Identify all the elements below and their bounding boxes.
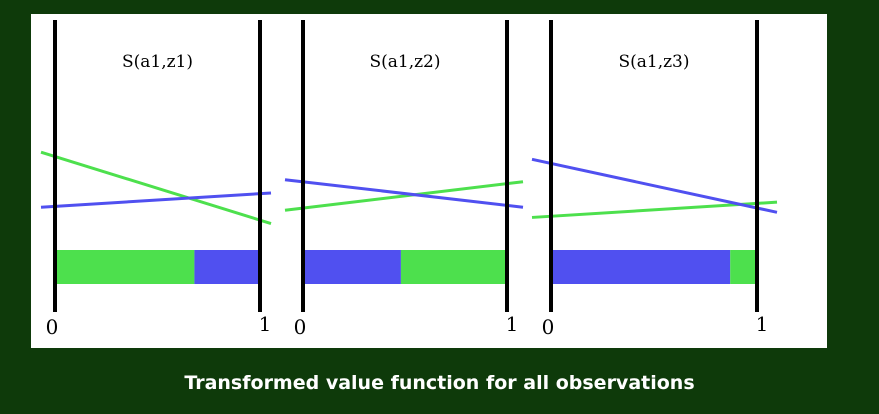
- diagram-2-tick-right: 1: [506, 312, 519, 336]
- diagram-2-blue-value-line: [284, 178, 524, 209]
- diagram-1-tick-right: 1: [259, 312, 272, 336]
- diagram-1-green-value-line: [40, 150, 272, 225]
- figure-caption: Transformed value function for all obser…: [184, 372, 695, 394]
- diagram-1-blue-value-line: [40, 191, 272, 209]
- value-function-diagrams: S(a1,z1)0 1S(a1,z2)0 1S(a1,z3)0 1: [40, 20, 778, 339]
- diagram-3-bar-segment-blue: [551, 250, 731, 284]
- diagram-2-bar-segment-green: [400, 250, 507, 284]
- diagram-3-bar-segment-green: [730, 250, 757, 284]
- diagram-2-title: S(a1,z2): [369, 52, 440, 72]
- diagram-1-bar-segment-blue: [194, 250, 260, 284]
- diagram-3-tick-left: 0: [542, 315, 555, 339]
- diagram-1-tick-left: 0: [46, 315, 59, 339]
- diagram-1-bar-segment-green: [55, 250, 195, 284]
- diagram-2-bar-segment-blue: [303, 250, 401, 284]
- diagram-1-title: S(a1,z1): [122, 52, 193, 72]
- diagram-2-green-value-line: [284, 180, 524, 212]
- diagram-3-blue-value-line: [531, 157, 778, 214]
- diagram-2-tick-left: 0: [294, 315, 307, 339]
- figure-panel: S(a1,z1) 0 1 S(a1,z2) 0 1 S(a1,z3) 0 1: [31, 14, 827, 348]
- diagram-3-tick-right: 1: [756, 312, 769, 336]
- diagram-3-title: S(a1,z3): [618, 52, 689, 72]
